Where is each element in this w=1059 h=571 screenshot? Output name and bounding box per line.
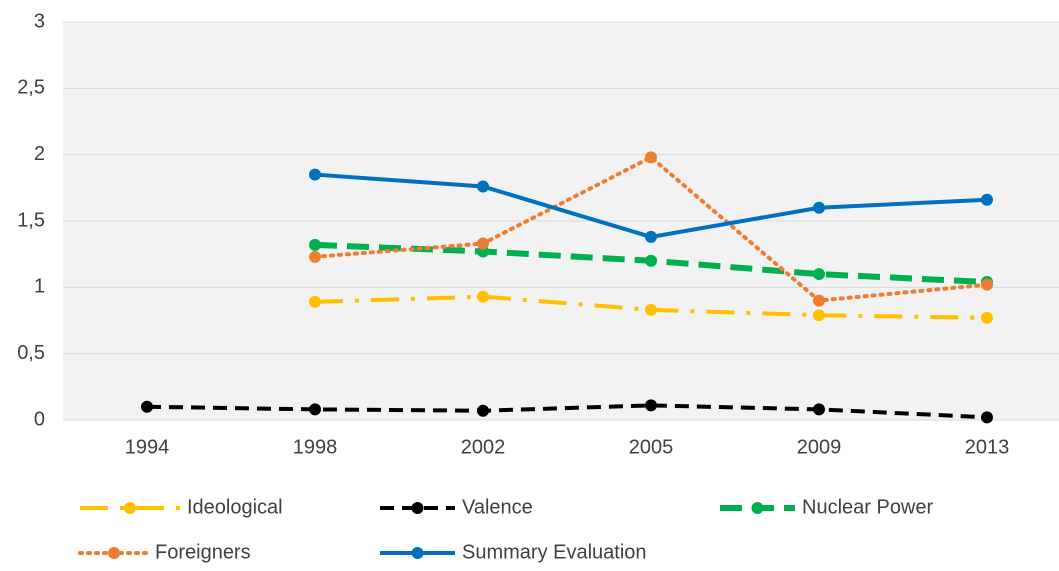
x-tick-label: 2005	[629, 436, 674, 458]
point-marker	[309, 250, 321, 263]
y-tick-label: 2	[34, 143, 45, 165]
y-tick-label: 1	[34, 276, 45, 298]
point-marker	[477, 180, 489, 193]
point-marker	[309, 238, 321, 251]
point-marker	[981, 311, 993, 324]
point-marker	[813, 268, 825, 281]
legend-label: Valence	[462, 496, 533, 518]
point-marker	[477, 237, 489, 250]
legend-label: Nuclear Power	[802, 496, 934, 518]
point-marker	[645, 399, 657, 412]
point-marker	[477, 404, 489, 417]
legend-label: Ideological	[187, 496, 283, 518]
point-marker	[309, 295, 321, 308]
y-tick-label: 3	[34, 10, 45, 32]
point-marker	[645, 254, 657, 267]
point-marker	[981, 193, 993, 206]
series-line	[146, 403, 988, 420]
x-tick-label: 1998	[293, 436, 338, 458]
y-tick-label: 1,5	[17, 209, 45, 231]
point-marker	[813, 201, 825, 214]
point-marker	[981, 411, 993, 424]
point-marker	[141, 400, 153, 413]
point-marker	[477, 290, 489, 303]
y-tick-label: 0	[34, 408, 45, 430]
point-marker	[309, 168, 321, 181]
point-marker	[645, 303, 657, 316]
point-marker	[813, 403, 825, 416]
point-marker	[813, 294, 825, 307]
legend-label: Summary Evaluation	[462, 541, 647, 563]
point-marker	[981, 278, 993, 291]
x-tick-label: 2009	[797, 436, 842, 458]
point-marker	[645, 230, 657, 243]
point-marker	[309, 403, 321, 416]
legend-marker	[108, 547, 120, 559]
x-tick-label: 1994	[125, 436, 170, 458]
y-tick-label: 0,5	[17, 342, 45, 364]
point-marker	[813, 309, 825, 322]
legend-marker	[124, 502, 136, 514]
y-tick-label: 2,5	[17, 77, 45, 99]
legend-marker	[411, 502, 424, 514]
x-tick-label: 2013	[965, 436, 1010, 458]
legend-marker	[411, 547, 424, 559]
point-marker	[645, 151, 657, 164]
series-line	[313, 154, 989, 303]
legend-label: Foreigners	[155, 541, 251, 563]
legend-marker	[751, 502, 764, 514]
x-tick-label: 2002	[461, 436, 506, 458]
